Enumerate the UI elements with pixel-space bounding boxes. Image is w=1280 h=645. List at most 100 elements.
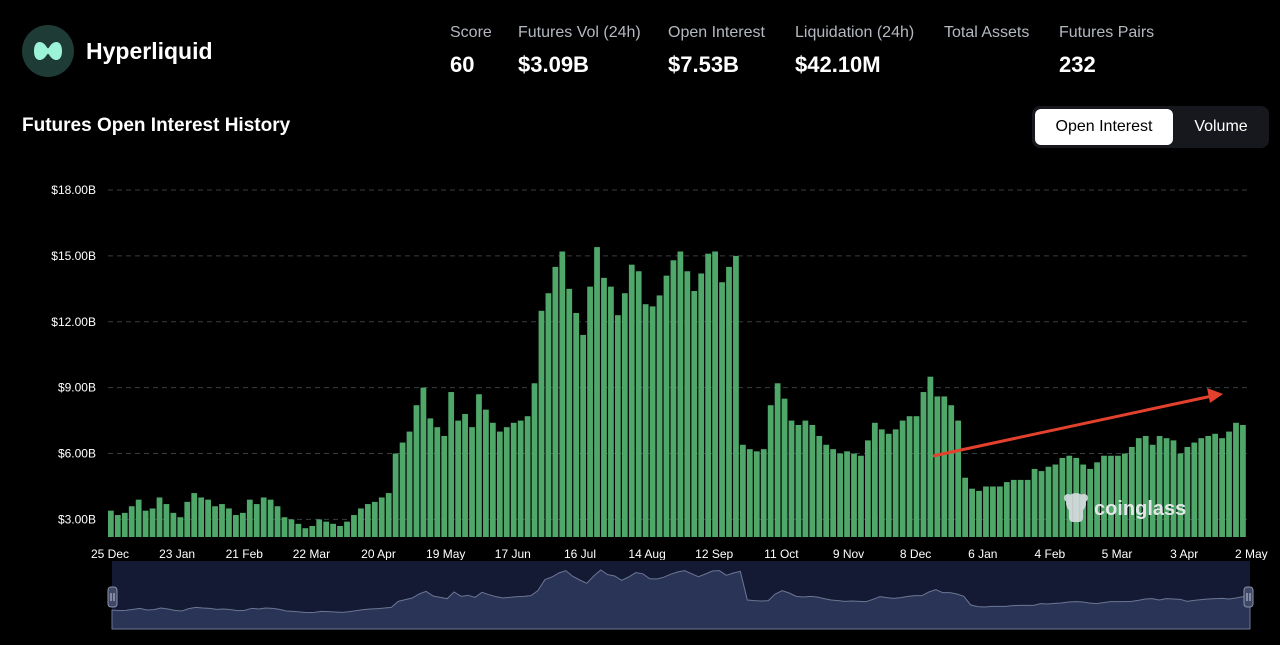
bar[interactable] bbox=[726, 266, 732, 537]
navigator-handle-right[interactable] bbox=[1243, 586, 1254, 608]
bar[interactable] bbox=[330, 523, 336, 537]
bar[interactable] bbox=[934, 396, 941, 537]
bar[interactable] bbox=[219, 504, 225, 537]
bar[interactable] bbox=[1212, 433, 1219, 537]
bar[interactable] bbox=[788, 420, 795, 537]
bar[interactable] bbox=[420, 387, 427, 537]
bar[interactable] bbox=[635, 271, 642, 537]
bar[interactable] bbox=[1059, 457, 1066, 537]
bar[interactable] bbox=[830, 449, 837, 537]
bar[interactable] bbox=[885, 433, 892, 537]
bar[interactable] bbox=[871, 422, 878, 537]
bar[interactable] bbox=[1115, 455, 1121, 537]
tab-open-interest[interactable]: Open Interest bbox=[1035, 109, 1173, 145]
bar[interactable] bbox=[135, 499, 142, 537]
bar[interactable] bbox=[1121, 453, 1128, 537]
bar[interactable] bbox=[274, 506, 281, 537]
bar[interactable] bbox=[566, 288, 573, 537]
bar[interactable] bbox=[226, 508, 232, 537]
bar[interactable] bbox=[427, 418, 434, 537]
bar[interactable] bbox=[837, 453, 843, 537]
bar[interactable] bbox=[1149, 444, 1156, 537]
bar[interactable] bbox=[628, 264, 635, 537]
bar[interactable] bbox=[1128, 446, 1135, 537]
bar[interactable] bbox=[996, 486, 1003, 537]
bar[interactable] bbox=[920, 392, 927, 537]
bar[interactable] bbox=[517, 420, 524, 537]
bar[interactable] bbox=[288, 519, 295, 537]
bar[interactable] bbox=[406, 431, 413, 537]
bar[interactable] bbox=[108, 510, 114, 537]
bar[interactable] bbox=[413, 405, 420, 537]
bar[interactable] bbox=[1163, 438, 1170, 537]
bar[interactable] bbox=[469, 427, 475, 537]
bar[interactable] bbox=[698, 273, 705, 537]
bar[interactable] bbox=[344, 521, 350, 537]
bar[interactable] bbox=[865, 440, 871, 537]
bar[interactable] bbox=[441, 435, 448, 537]
bar[interactable] bbox=[205, 499, 211, 537]
bar[interactable] bbox=[614, 315, 621, 537]
tab-volume[interactable]: Volume bbox=[1194, 118, 1248, 135]
bar[interactable] bbox=[337, 526, 343, 537]
bar[interactable] bbox=[774, 383, 781, 537]
bar[interactable] bbox=[1024, 479, 1031, 537]
bar[interactable] bbox=[1240, 424, 1246, 537]
bar[interactable] bbox=[649, 306, 656, 537]
bar[interactable] bbox=[489, 422, 496, 537]
bar[interactable] bbox=[795, 424, 802, 537]
bar[interactable] bbox=[559, 251, 566, 538]
bar[interactable] bbox=[434, 427, 441, 537]
bar[interactable] bbox=[302, 528, 309, 537]
bar[interactable] bbox=[385, 493, 392, 537]
bar[interactable] bbox=[1135, 438, 1142, 537]
bar[interactable] bbox=[1101, 455, 1107, 537]
bar[interactable] bbox=[121, 512, 128, 537]
bar[interactable] bbox=[1108, 455, 1114, 537]
bar[interactable] bbox=[295, 523, 302, 537]
bar[interactable] bbox=[323, 521, 330, 537]
bar[interactable] bbox=[955, 420, 962, 537]
bar[interactable] bbox=[878, 429, 885, 537]
bar[interactable] bbox=[510, 422, 517, 537]
bar[interactable] bbox=[246, 499, 253, 537]
bar[interactable] bbox=[524, 416, 531, 537]
bar[interactable] bbox=[184, 501, 191, 537]
bar[interactable] bbox=[642, 304, 649, 537]
bar[interactable] bbox=[531, 383, 538, 537]
bar[interactable] bbox=[1205, 435, 1212, 537]
bar[interactable] bbox=[892, 429, 899, 537]
bar[interactable] bbox=[1045, 466, 1052, 537]
bar[interactable] bbox=[656, 295, 663, 537]
bar[interactable] bbox=[114, 515, 121, 537]
bar[interactable] bbox=[1003, 482, 1010, 537]
bar[interactable] bbox=[962, 477, 968, 537]
bar[interactable] bbox=[573, 312, 580, 537]
bar[interactable] bbox=[913, 416, 920, 537]
bar[interactable] bbox=[601, 277, 607, 537]
bar[interactable] bbox=[239, 512, 246, 537]
bar[interactable] bbox=[809, 424, 816, 537]
bar[interactable] bbox=[309, 526, 316, 537]
bar[interactable] bbox=[1038, 471, 1045, 537]
bar[interactable] bbox=[281, 517, 288, 537]
bar[interactable] bbox=[580, 334, 587, 537]
bar[interactable] bbox=[371, 501, 378, 537]
bar[interactable] bbox=[663, 275, 670, 537]
bar[interactable] bbox=[927, 376, 934, 537]
bar[interactable] bbox=[767, 405, 774, 537]
bar[interactable] bbox=[170, 512, 177, 537]
bar[interactable] bbox=[969, 488, 975, 537]
bar[interactable] bbox=[503, 427, 510, 537]
bar[interactable] bbox=[260, 497, 267, 537]
bar[interactable] bbox=[212, 506, 218, 537]
bar[interactable] bbox=[1094, 462, 1100, 537]
bar[interactable] bbox=[462, 414, 468, 537]
bar[interactable] bbox=[392, 453, 399, 537]
bar[interactable] bbox=[455, 420, 462, 537]
bar[interactable] bbox=[1198, 438, 1205, 537]
bar[interactable] bbox=[712, 251, 718, 538]
bar[interactable] bbox=[1233, 422, 1239, 537]
bar[interactable] bbox=[1170, 440, 1177, 537]
bar[interactable] bbox=[594, 247, 600, 537]
